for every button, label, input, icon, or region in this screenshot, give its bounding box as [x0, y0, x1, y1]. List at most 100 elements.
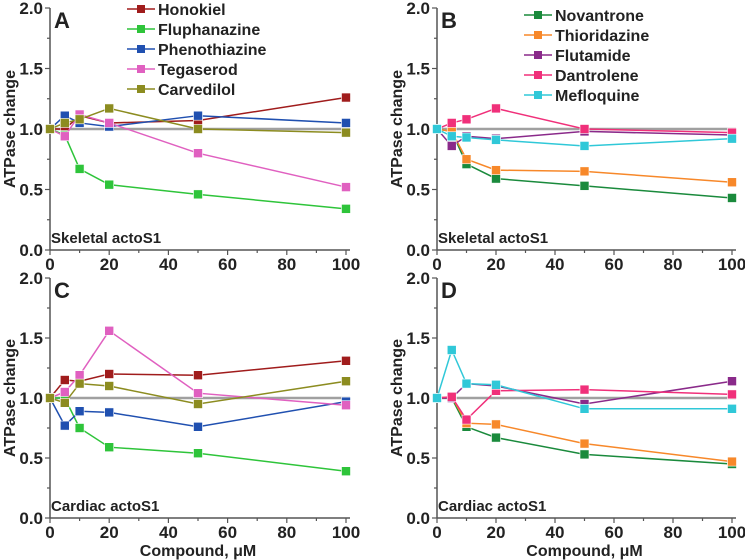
y-tick-label: 0.5	[406, 181, 430, 200]
legend-label: Thioridazine	[555, 28, 649, 45]
y-tick-label: 2.0	[406, 269, 430, 288]
data-point	[432, 393, 442, 403]
data-point	[446, 345, 457, 355]
data-point	[727, 177, 737, 188]
data-point	[59, 118, 70, 128]
legend-label: Honokiel	[158, 2, 226, 19]
x-tick-label: 100	[718, 523, 745, 542]
legend-label: Mefloquine	[555, 88, 640, 105]
legend-entry: Honokiel	[127, 2, 226, 19]
panel-c: 0.0 0.5 1.0 1.5 2.0 0 20 40 60 80 100 ATPase change…	[2, 269, 360, 560]
data-point	[74, 114, 85, 125]
x-tick-label: 60	[605, 523, 624, 542]
data-point	[446, 391, 457, 402]
data-point	[491, 173, 501, 184]
y-axis-label: ATPase change	[2, 339, 19, 457]
legend-label: Flutamide	[555, 48, 631, 65]
series-line	[436, 347, 732, 410]
y-tick-label: 0.5	[19, 449, 43, 468]
series-fluphanazine	[45, 124, 351, 214]
y-axis-label: ATPase change	[389, 339, 406, 457]
legend-entry: Tegaserod	[127, 62, 238, 79]
x-tick-label: 20	[487, 523, 506, 542]
legend-entry: Dantrolene	[524, 68, 639, 85]
data-point	[104, 442, 114, 453]
legend-entry: Carvedilol	[127, 82, 235, 99]
x-tick-label: 80	[664, 523, 683, 542]
legend-marker	[137, 5, 145, 13]
legend-entry: Fluphanazine	[127, 22, 260, 39]
data-point	[193, 124, 203, 134]
data-point	[341, 466, 351, 477]
data-point	[491, 165, 501, 175]
data-point	[341, 127, 351, 138]
panel-annotation: Skeletal actoS1	[438, 230, 548, 247]
series-mefloquine	[432, 345, 737, 414]
data-point	[193, 189, 203, 200]
data-point	[59, 131, 70, 142]
data-point	[104, 325, 114, 336]
data-point	[45, 393, 55, 403]
data-point	[341, 355, 351, 366]
legend-marker	[137, 85, 145, 93]
data-point	[104, 103, 114, 114]
legend-entry: Thioridazine	[524, 28, 649, 45]
data-point	[461, 114, 472, 125]
y-tick-label: 2.0	[19, 269, 43, 288]
data-point	[491, 103, 501, 114]
y-axis-label: ATPase change	[2, 70, 19, 188]
series-dantrolene	[432, 103, 737, 138]
data-point	[104, 369, 114, 379]
data-point	[104, 407, 114, 418]
data-point	[59, 387, 70, 397]
legend-label: Carvedilol	[158, 82, 235, 99]
legend-label: Dantrolene	[555, 68, 639, 85]
data-point	[491, 379, 501, 390]
data-point	[727, 389, 737, 400]
data-point	[341, 182, 351, 192]
x-tick-label: 100	[332, 255, 360, 274]
data-point	[432, 124, 442, 134]
x-tick-label: 40	[159, 523, 178, 542]
data-point	[727, 403, 737, 414]
data-point	[461, 414, 472, 425]
y-tick-label: 1.5	[406, 60, 430, 79]
x-tick-label: 0	[432, 255, 441, 274]
data-point	[193, 448, 203, 459]
data-point	[341, 204, 351, 214]
legend-marker	[137, 25, 145, 33]
data-point	[579, 449, 590, 460]
data-point	[579, 141, 590, 151]
series-carvedilol	[45, 376, 351, 409]
data-point	[727, 376, 737, 387]
data-point	[104, 179, 114, 190]
x-tick-label: 0	[432, 523, 441, 542]
legend-marker	[137, 45, 145, 53]
legend-entry: Flutamide	[524, 48, 631, 65]
data-point	[341, 118, 351, 128]
x-tick-label: 80	[277, 523, 296, 542]
legend-marker	[137, 65, 145, 73]
y-tick-label: 1.5	[19, 60, 43, 79]
data-point	[193, 421, 203, 432]
y-axis-label: ATPase change	[389, 70, 406, 188]
legend-label: Novantrone	[555, 8, 644, 25]
x-tick-label: 60	[605, 255, 624, 274]
y-tick-label: 0.0	[406, 509, 430, 528]
panel-letter: D	[441, 278, 457, 303]
y-tick-label: 0.0	[19, 509, 43, 528]
y-tick-label: 1.0	[406, 389, 430, 408]
data-point	[461, 378, 472, 389]
data-point	[74, 406, 85, 417]
data-point	[491, 419, 501, 430]
panel-annotation: Cardiac actoS1	[51, 498, 159, 515]
y-tick-label: 1.5	[406, 329, 430, 348]
data-point	[446, 118, 457, 128]
data-point	[74, 370, 85, 381]
x-tick-label: 100	[718, 255, 745, 274]
legend-marker	[534, 91, 542, 99]
legend-entry: Mefloquine	[524, 88, 640, 105]
panel-letter: A	[54, 8, 70, 33]
series-mefloquine	[432, 124, 737, 151]
data-point	[45, 124, 55, 134]
